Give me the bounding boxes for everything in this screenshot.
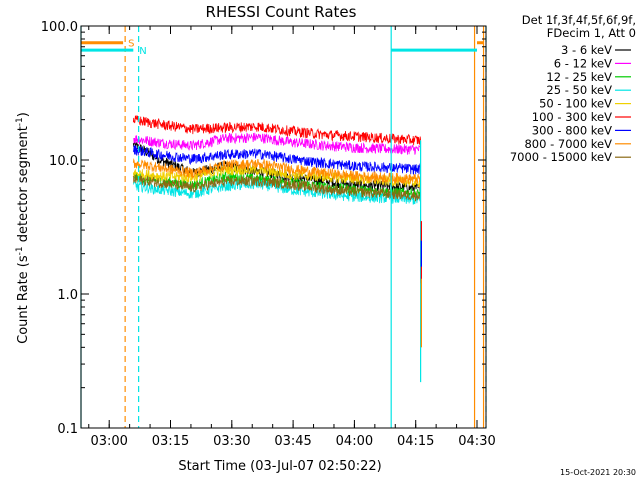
series-line-2 — [133, 132, 422, 155]
y-tick-label-1: 100.0 — [41, 20, 78, 35]
x-tick-label-6: 04:15 — [397, 434, 434, 449]
legend-label-6: 100 - 300 keV — [532, 110, 612, 124]
legend-label-5: 50 - 100 keV — [539, 97, 612, 111]
legend-label-2: 6 - 12 keV — [554, 56, 612, 70]
legend-label-1: 3 - 6 keV — [561, 43, 612, 57]
series-line-6 — [132, 115, 422, 146]
x-axis-label: Start Time (03-Jul-07 02:50:22) — [178, 459, 381, 474]
chart-title: RHESSI Count Rates — [206, 3, 357, 21]
legend-label-8: 800 - 7000 keV — [524, 137, 612, 151]
series-line-7 — [132, 144, 421, 176]
y-tick-label-3: 1.0 — [57, 288, 78, 303]
x-tick-label-5: 04:00 — [336, 434, 373, 449]
y-axis-label-mid: detector segment — [16, 126, 31, 246]
flag-label-N: N — [139, 46, 146, 57]
x-tick-label-1: 03:00 — [90, 434, 127, 449]
plot-frame — [80, 25, 487, 429]
legend-label-3: 12 - 25 keV — [546, 70, 612, 84]
series-line-9 — [132, 174, 421, 202]
x-tick-label-3: 03:30 — [213, 434, 250, 449]
legend-header-line-2: FDecim 1, Att 0 — [547, 26, 636, 40]
y-axis-label-sup1: -1 — [15, 246, 25, 255]
y-axis-label-sup2: -1 — [15, 117, 25, 126]
legend-label-4: 25 - 50 keV — [546, 83, 612, 97]
y-axis-label-main: Count Rate (s — [16, 255, 31, 344]
legend: Det 1f,3f,4f,5f,6f,9f, FDecim 1, Att 0 3… — [510, 13, 636, 164]
y-axis-label-end: ) — [16, 112, 31, 117]
y-axis-label: Count Rate (s-1 detector segment-1) — [15, 112, 31, 344]
x-tick-label-2: 03:15 — [152, 434, 189, 449]
y-tick-label-4: 0.1 — [57, 422, 78, 437]
x-tick-label-7: 04:30 — [458, 434, 495, 449]
plot-area: SN 100.0 10.0 1.0 0.1 03:00 03:15 03:30 03:45 04:… — [41, 20, 496, 449]
series-line-1 — [132, 140, 421, 195]
x-tick-label-4: 03:45 — [274, 434, 311, 449]
flag-label-S: S — [128, 39, 134, 50]
legend-label-7: 300 - 800 keV — [532, 123, 612, 137]
series-line-8 — [132, 157, 421, 185]
legend-header-line-1: Det 1f,3f,4f,5f,6f,9f, — [522, 13, 636, 27]
y-tick-label-2: 10.0 — [49, 154, 78, 169]
legend-label-9: 7000 - 15000 keV — [510, 150, 612, 164]
timestamp: 15-Oct-2021 20:30 — [560, 468, 636, 477]
